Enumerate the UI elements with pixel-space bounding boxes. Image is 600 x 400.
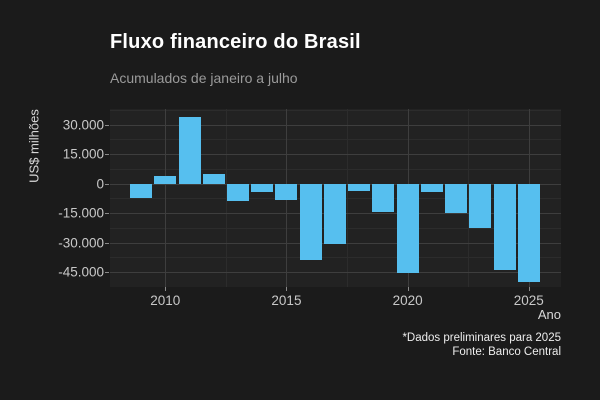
y-tick-mark [105,124,109,126]
bar-2023 [469,183,492,229]
x-tick-label: 2010 [150,293,181,308]
y-tick-mark [105,154,109,156]
minor-gridline-x [347,109,349,287]
y-tick-label: 0 [96,176,104,192]
bar-2019 [372,183,395,212]
x-tick-mark [165,287,167,291]
bar-2012 [202,174,225,184]
y-tick-mark [105,242,109,244]
plot-area [110,109,561,287]
bar-2018 [348,183,371,191]
x-axis-title: Ano [537,307,561,322]
major-gridline-y [110,154,561,156]
chart-title: Fluxo financeiro do Brasil [110,31,361,53]
caption-source: Fonte: Banco Central [452,346,561,358]
x-tick-label: 2015 [271,293,302,308]
minor-gridline-x [225,109,227,287]
minor-gridline-x [468,109,470,287]
minor-gridline-y [110,139,561,141]
x-tick-mark [286,287,288,291]
bar-2024 [493,183,516,270]
bar-2022 [445,183,468,214]
bar-2010 [154,175,177,184]
y-tick-label: 30.000 [62,117,104,133]
y-tick-mark [105,213,109,215]
bar-2016 [299,183,322,261]
chart-subtitle: Acumulados de janeiro a julho [110,70,298,86]
major-gridline-y [110,124,561,126]
y-tick-label: 15.000 [62,146,104,162]
y-tick-label: -15.000 [58,205,104,221]
major-gridline-x [165,109,167,287]
bar-2021 [420,183,443,193]
x-tick-mark [407,287,409,291]
y-tick-label: -45.000 [58,264,104,280]
major-gridline-y [110,272,561,274]
bar-2017 [323,183,346,244]
x-tick-mark [528,287,530,291]
bar-2025 [517,183,540,282]
minor-gridline-y [110,257,561,259]
minor-gridline-y [110,168,561,170]
y-tick-label: -30.000 [58,235,104,251]
x-tick-label: 2020 [392,293,423,308]
bar-2011 [178,116,201,184]
bar-2020 [396,183,419,274]
x-tick-label: 2025 [513,293,544,308]
bar-2013 [226,183,249,202]
y-tick-mark [105,183,109,185]
bar-2015 [275,183,298,201]
caption-note: *Dados preliminares para 2025 [402,332,561,344]
y-tick-mark [105,272,109,274]
chart-caption: *Dados preliminares para 2025 Fonte: Ban… [402,331,561,359]
bar-2014 [251,183,274,192]
bar-2009 [130,183,153,198]
minor-gridline-y [110,109,561,111]
